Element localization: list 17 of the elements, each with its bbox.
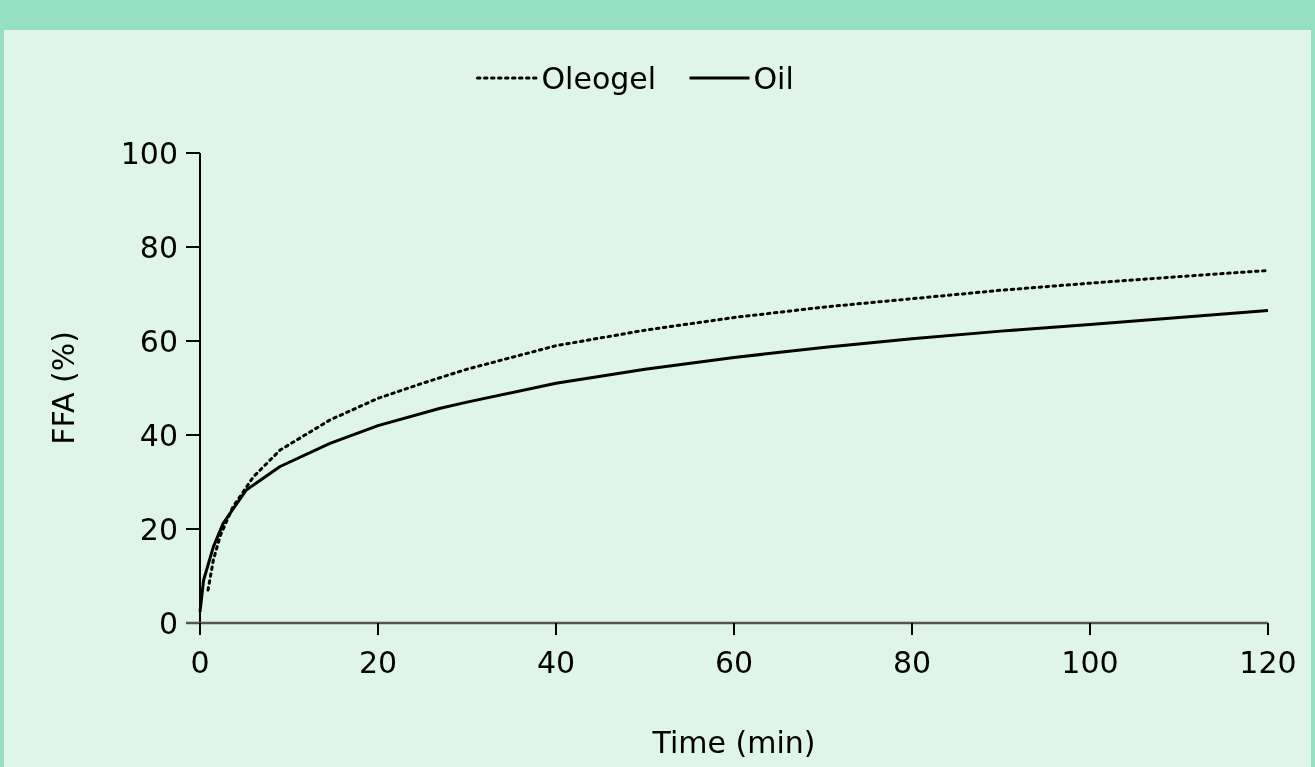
y-tick-label: 0: [158, 605, 178, 641]
legend-label: Oleogel: [541, 60, 657, 96]
x-tick-label: 100: [1061, 645, 1119, 680]
x-tick-label: 80: [892, 645, 932, 680]
x-tick-label: 120: [1239, 645, 1297, 680]
x-tick-label: 20: [358, 645, 398, 680]
legend-label: Oil: [753, 60, 794, 96]
y-axis-title: FFA (%): [46, 331, 81, 445]
y-tick-label: 60: [139, 323, 178, 359]
x-tick-label: 60: [714, 645, 754, 680]
x-axis-title: Time (min): [651, 725, 816, 760]
y-tick-label: 100: [120, 135, 178, 171]
y-tick-label: 80: [139, 229, 178, 265]
y-tick-label: 40: [139, 417, 178, 453]
x-tick-label: 40: [536, 645, 576, 680]
y-tick-label: 20: [139, 511, 178, 547]
x-tick-label: 0: [190, 645, 210, 680]
